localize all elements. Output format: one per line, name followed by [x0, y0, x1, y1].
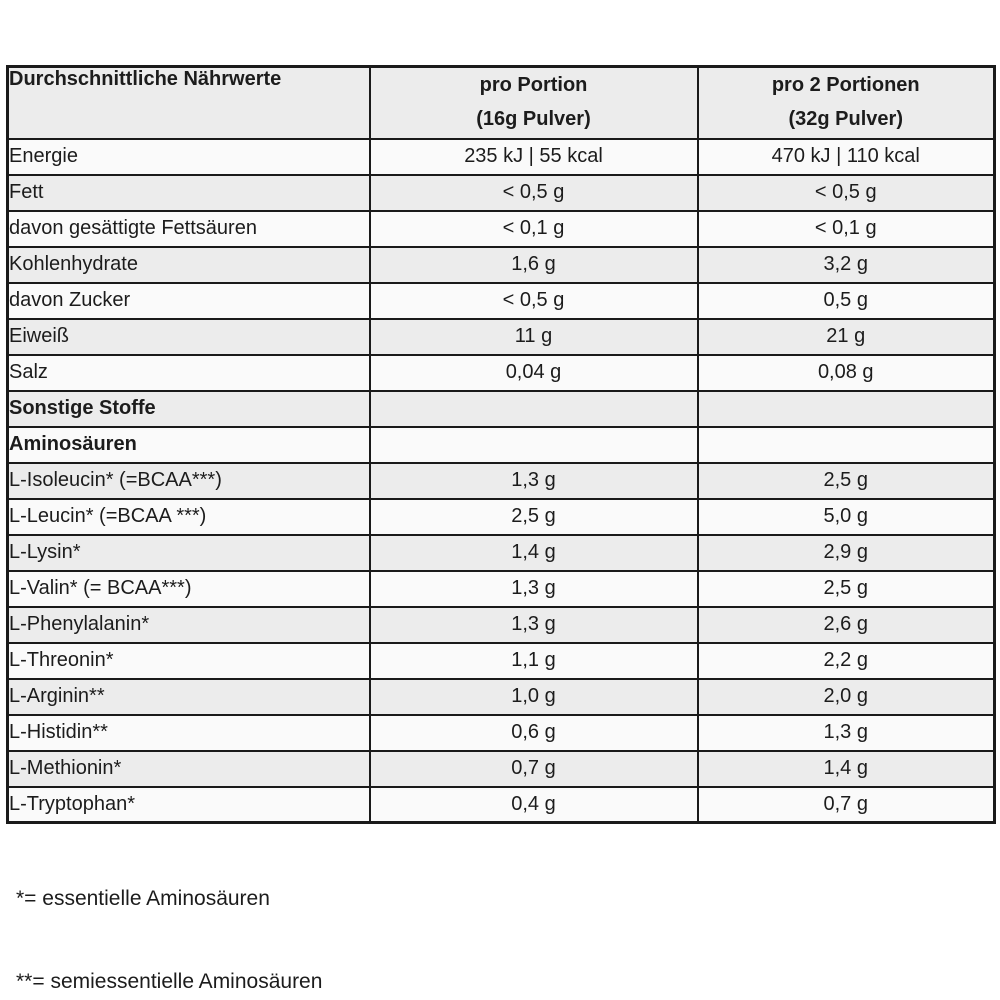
value-per-portion: 1,3 g [368, 605, 699, 644]
value-per-2-portions: < 0,5 g [696, 173, 996, 212]
table-row-salz: Salz 0,04 g 0,08 g [6, 353, 996, 392]
nutrient-label: Eiweiß [6, 317, 371, 356]
nutrient-label: L-Phenylalanin* [6, 605, 371, 644]
value-per-2-portions: 0,7 g [696, 785, 996, 824]
header-row: Durchschnittliche Nährwerte pro Portion … [6, 65, 996, 140]
value-per-2-portions [696, 425, 996, 464]
table-row-energie: Energie 235 kJ | 55 kcal 470 kJ | 110 kc… [6, 137, 996, 176]
table-row-zucker: davon Zucker < 0,5 g 0,5 g [6, 281, 996, 320]
table-row-histidin: L-Histidin** 0,6 g 1,3 g [6, 713, 996, 752]
footnote-semiessential: **= semiessentielle Aminosäuren [16, 970, 323, 993]
value-per-portion: 1,3 g [368, 461, 699, 500]
nutrient-label: L-Lysin* [6, 533, 371, 572]
nutrient-label: Salz [6, 353, 371, 392]
value-per-portion: < 0,5 g [368, 281, 699, 320]
value-per-portion: 0,7 g [368, 749, 699, 788]
table-row-arginin: L-Arginin** 1,0 g 2,0 g [6, 677, 996, 716]
value-per-portion: 1,0 g [368, 677, 699, 716]
value-per-2-portions: 5,0 g [696, 497, 996, 536]
table-header: Durchschnittliche Nährwerte pro Portion … [6, 65, 996, 140]
value-per-portion: 235 kJ | 55 kcal [368, 137, 699, 176]
table-row-aminosaeuren: Aminosäuren [6, 425, 996, 464]
section-label: Aminosäuren [6, 425, 371, 464]
nutrient-label: L-Threonin* [6, 641, 371, 680]
nutrient-label: Energie [6, 137, 371, 176]
value-per-portion [368, 389, 699, 428]
header-per-portion-amount: (16g Pulver) [476, 108, 591, 130]
footnotes: *= essentielle Aminosäuren **= semiessen… [16, 833, 1000, 1000]
value-per-2-portions: 2,0 g [696, 677, 996, 716]
nutrient-label: L-Arginin** [6, 677, 371, 716]
value-per-portion: 1,1 g [368, 641, 699, 680]
nutrient-label: davon Zucker [6, 281, 371, 320]
value-per-2-portions [696, 389, 996, 428]
section-label: Sonstige Stoffe [6, 389, 371, 428]
nutrient-label: Fett [6, 173, 371, 212]
table-row-lysin: L-Lysin* 1,4 g 2,9 g [6, 533, 996, 572]
table-row-eiweiss: Eiweiß 11 g 21 g [6, 317, 996, 356]
nutrient-label: L-Valin* (= BCAA***) [6, 569, 371, 608]
value-per-portion [368, 425, 699, 464]
value-per-portion: 1,3 g [368, 569, 699, 608]
table-body: Energie 235 kJ | 55 kcal 470 kJ | 110 kc… [6, 137, 996, 824]
nutrition-table: Durchschnittliche Nährwerte pro Portion … [6, 65, 996, 824]
value-per-portion: 2,5 g [368, 497, 699, 536]
value-per-2-portions: 1,3 g [696, 713, 996, 752]
value-per-portion: < 0,1 g [368, 209, 699, 248]
value-per-2-portions: 2,6 g [696, 605, 996, 644]
table-row-tryptophan: L-Tryptophan* 0,4 g 0,7 g [6, 785, 996, 824]
table-row-leucin: L-Leucin* (=BCAA ***) 2,5 g 5,0 g [6, 497, 996, 536]
value-per-portion: 1,6 g [368, 245, 699, 284]
header-per-2-portions-title: pro 2 Portionen [771, 74, 920, 96]
table-row-threonin: L-Threonin* 1,1 g 2,2 g [6, 641, 996, 680]
header-per-2-portions-amount: (32g Pulver) [788, 108, 903, 130]
nutrient-label: L-Tryptophan* [6, 785, 371, 824]
table-row-fett: Fett < 0,5 g < 0,5 g [6, 173, 996, 212]
table-row-valin: L-Valin* (= BCAA***) 1,3 g 2,5 g [6, 569, 996, 608]
table-row-sonstige-stoffe: Sonstige Stoffe [6, 389, 996, 428]
value-per-portion: 0,4 g [368, 785, 699, 824]
header-per-2-portions: pro 2 Portionen (32g Pulver) [696, 65, 996, 140]
header-nutrients-label: Durchschnittliche Nährwerte [6, 65, 371, 140]
header-per-portion-title: pro Portion [479, 74, 588, 96]
value-per-2-portions: 470 kJ | 110 kcal [696, 137, 996, 176]
value-per-portion: 0,6 g [368, 713, 699, 752]
value-per-2-portions: 21 g [696, 317, 996, 356]
nutrient-label: L-Methionin* [6, 749, 371, 788]
value-per-2-portions: 2,5 g [696, 461, 996, 500]
nutrient-label: davon gesättigte Fettsäuren [6, 209, 371, 248]
value-per-2-portions: 0,5 g [696, 281, 996, 320]
value-per-2-portions: 2,2 g [696, 641, 996, 680]
nutrient-label: L-Isoleucin* (=BCAA***) [6, 461, 371, 500]
footnote-essential: *= essentielle Aminosäuren [16, 887, 270, 910]
table-row-methionin: L-Methionin* 0,7 g 1,4 g [6, 749, 996, 788]
value-per-2-portions: 1,4 g [696, 749, 996, 788]
table-row-kohlenhydrate: Kohlenhydrate 1,6 g 3,2 g [6, 245, 996, 284]
table-row-isoleucin: L-Isoleucin* (=BCAA***) 1,3 g 2,5 g [6, 461, 996, 500]
value-per-portion: 1,4 g [368, 533, 699, 572]
value-per-2-portions: 2,9 g [696, 533, 996, 572]
value-per-2-portions: 0,08 g [696, 353, 996, 392]
value-per-2-portions: 2,5 g [696, 569, 996, 608]
value-per-2-portions: < 0,1 g [696, 209, 996, 248]
value-per-2-portions: 3,2 g [696, 245, 996, 284]
table-row-phenylalanin: L-Phenylalanin* 1,3 g 2,6 g [6, 605, 996, 644]
value-per-portion: < 0,5 g [368, 173, 699, 212]
nutrient-label: L-Leucin* (=BCAA ***) [6, 497, 371, 536]
value-per-portion: 11 g [368, 317, 699, 356]
nutrient-label: L-Histidin** [6, 713, 371, 752]
nutrient-label: Kohlenhydrate [6, 245, 371, 284]
header-per-portion: pro Portion (16g Pulver) [368, 65, 699, 140]
value-per-portion: 0,04 g [368, 353, 699, 392]
table-row-gesaettigte-fettsaeuren: davon gesättigte Fettsäuren < 0,1 g < 0,… [6, 209, 996, 248]
